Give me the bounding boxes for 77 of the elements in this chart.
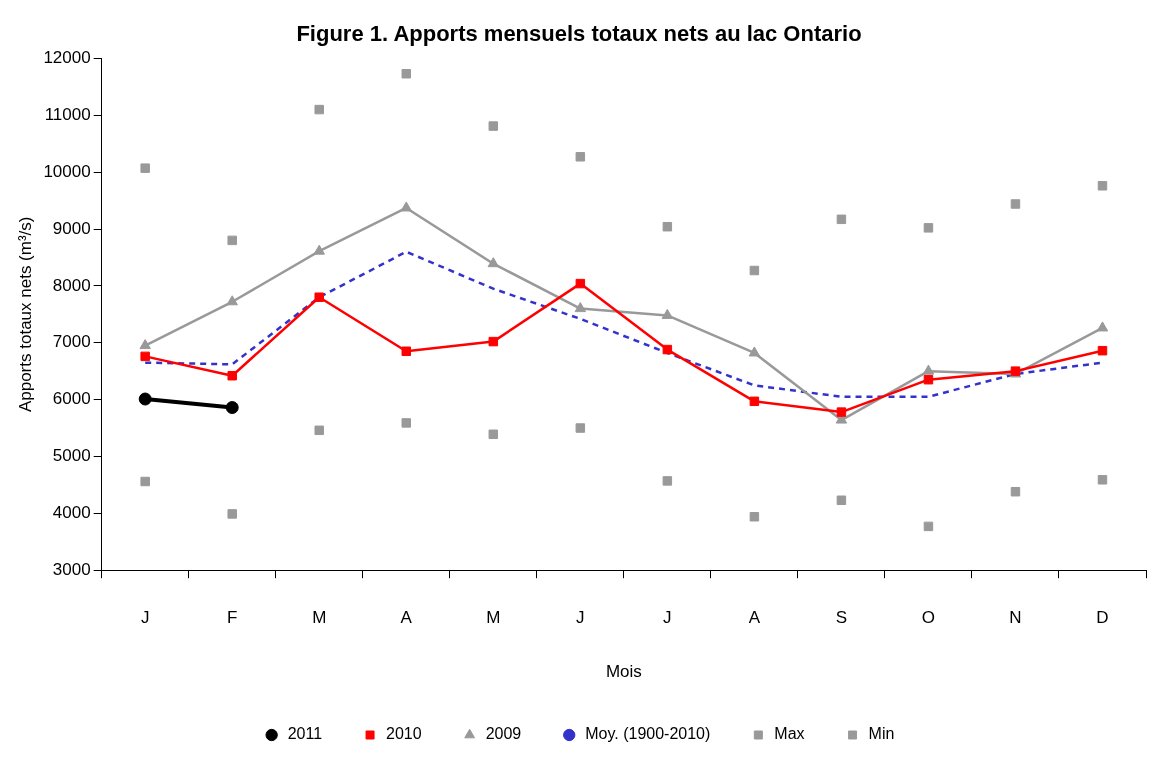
point — [400, 201, 412, 212]
point — [139, 339, 151, 350]
point — [401, 418, 412, 428]
x-tick-label: A — [400, 608, 413, 628]
point — [1097, 181, 1108, 191]
y-tick-label: 11000 — [44, 104, 91, 124]
x-tick-label: F — [227, 608, 238, 628]
point — [401, 69, 412, 79]
point — [749, 265, 760, 276]
point — [140, 351, 150, 362]
y-axis-title: Apports totaux nets (m³/s) — [15, 216, 35, 413]
point — [488, 121, 499, 131]
x-tick-label: M — [486, 608, 501, 628]
point — [923, 521, 934, 532]
y-tick-label: 10000 — [43, 161, 91, 181]
y-tick-label: 5000 — [52, 446, 91, 466]
point — [575, 423, 586, 433]
x-tick-label: S — [835, 608, 848, 628]
x-tick-label: J — [663, 608, 672, 628]
point — [314, 292, 324, 302]
point — [488, 429, 499, 440]
y-tick-label: 3000 — [52, 559, 91, 579]
chart-title: Figure 1. Apports mensuels totaux nets au lac Ontario — [296, 21, 862, 47]
legend-label: Min — [868, 725, 895, 743]
legend-label: Moy. (1900-2010) — [585, 725, 711, 743]
point — [227, 509, 237, 519]
y-tick-label: 7000 — [52, 332, 91, 352]
point — [1097, 345, 1108, 356]
point — [1097, 475, 1108, 485]
point — [314, 425, 324, 436]
legend-label: 2009 — [485, 725, 522, 743]
point — [140, 163, 150, 173]
point — [226, 295, 238, 306]
point — [227, 370, 237, 381]
point — [662, 221, 673, 232]
point — [836, 214, 847, 225]
point — [313, 244, 325, 255]
point — [575, 278, 586, 289]
point — [225, 401, 239, 415]
point — [836, 495, 847, 505]
legend-label: Max — [774, 725, 805, 743]
point — [923, 223, 934, 233]
point — [138, 392, 152, 406]
point — [749, 512, 760, 522]
x-tick-label: O — [921, 608, 936, 628]
point — [488, 336, 499, 347]
x-tick-label: J — [140, 608, 150, 628]
point — [140, 476, 150, 487]
point — [314, 104, 324, 115]
y-tick-label: 8000 — [52, 275, 91, 295]
x-axis-title: Mois — [605, 662, 642, 682]
x-tick-label: N — [1009, 608, 1022, 628]
point — [401, 346, 412, 357]
point — [1010, 486, 1021, 497]
point — [487, 257, 499, 268]
point — [662, 476, 673, 486]
x-tick-label: M — [312, 608, 327, 628]
point — [836, 407, 847, 417]
point — [922, 364, 935, 375]
x-tick-label: J — [576, 608, 585, 628]
x-tick-label: A — [748, 608, 761, 628]
point — [1010, 199, 1021, 209]
legend-label: 2010 — [386, 725, 422, 743]
point — [227, 235, 237, 246]
point — [923, 374, 934, 385]
y-tick-label: 12000 — [43, 48, 91, 68]
point — [749, 396, 760, 407]
x-tick-label: D — [1096, 608, 1109, 628]
y-tick-label: 9000 — [52, 218, 91, 238]
point — [661, 308, 674, 319]
y-tick-label: 4000 — [52, 503, 91, 523]
legend-label: 2011 — [287, 725, 323, 743]
point — [574, 302, 587, 313]
point — [748, 346, 761, 357]
point — [662, 344, 673, 355]
y-tick-label: 6000 — [52, 389, 91, 409]
point — [575, 152, 586, 162]
